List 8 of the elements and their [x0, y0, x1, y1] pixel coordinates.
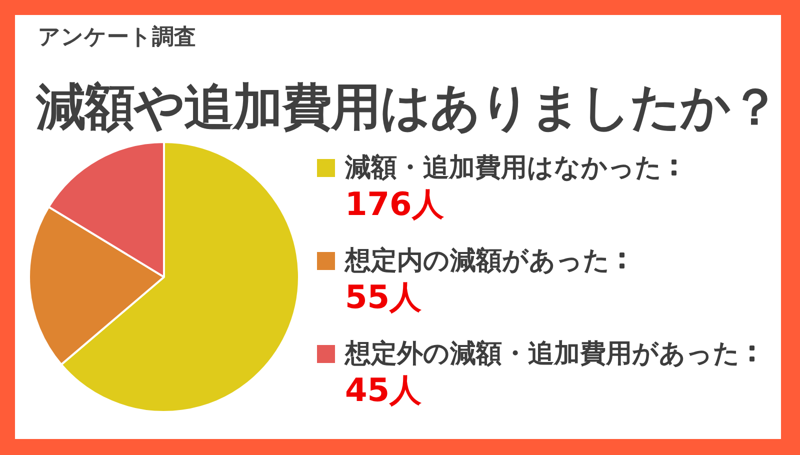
legend-label: 減額・追加費用はなかった [345, 152, 662, 183]
data-label: 176人 [345, 184, 444, 223]
legend-label: 想定内の減額があった [345, 246, 610, 276]
chart-title: 減額や追加費用はありましたか？ [36, 78, 779, 136]
data-label: 45人 [345, 370, 422, 409]
data-label: 55人 [345, 278, 422, 316]
chart-subtitle: アンケート調査 [38, 25, 196, 51]
legend-label: 想定外の減額・追加費用があった [345, 338, 740, 369]
